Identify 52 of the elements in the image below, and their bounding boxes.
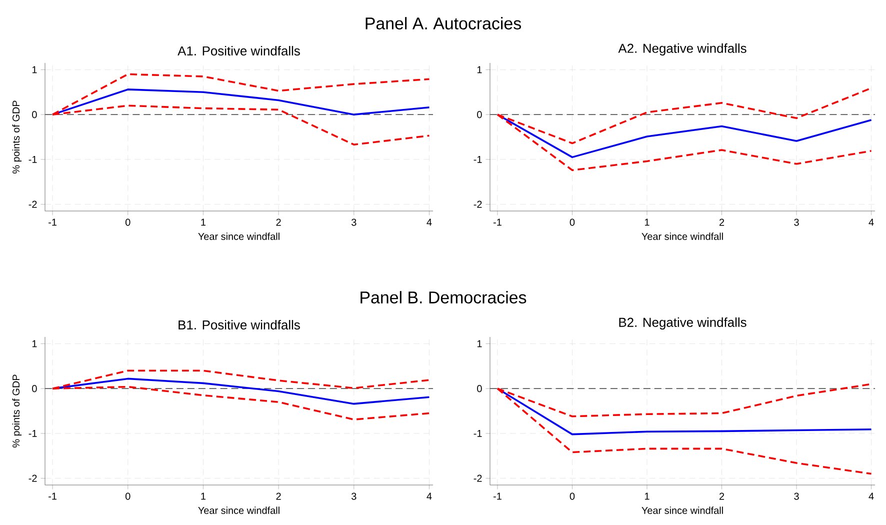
y-tick-label: -1 [474,156,482,163]
x-tick-label: 3 [794,492,799,500]
y-tick-label: 1 [32,66,37,74]
y-tick-label: -2 [28,200,37,208]
y-tick-label: -2 [474,200,482,208]
chart-title: B1. Positive windfalls [178,320,300,330]
chart-title: A2. Negative windfalls [618,43,746,56]
x-tick-label: 2 [719,492,724,500]
x-tick-label: 1 [644,218,650,226]
x-tick-label: 2 [719,218,724,226]
x-tick-label: 0 [125,218,130,226]
x-tick-label: -1 [48,492,56,500]
text: Panel B. Democracies [360,291,526,304]
x-tick-label: -1 [493,492,502,500]
x-tick-label: 0 [570,492,575,500]
y-axis-title: % points of GDP [12,374,22,448]
y-tick-label: 0 [477,111,482,118]
x-tick-label: -1 [48,218,56,226]
x-tick-label: 4 [868,492,874,500]
x-tick-label: 3 [352,218,356,226]
x-tick-label: 2 [276,218,281,226]
y-tick-label: -1 [28,156,37,163]
x-tick-label: 4 [426,218,432,226]
x-tick-label: 0 [125,492,130,500]
x-axis-title: Year since windfall [642,232,723,240]
y-tick-label: -1 [474,430,482,437]
y-tick-label: 0 [477,385,482,392]
y-tick-label: 0 [32,111,37,118]
x-tick-label: 2 [276,492,281,500]
x-tick-label: 0 [570,218,575,226]
x-tick-label: 1 [644,492,650,500]
y-tick-label: -2 [474,474,482,482]
y-tick-label: 0 [32,385,37,392]
y-tick-label: 1 [477,340,482,348]
x-tick-label: 4 [868,218,874,226]
text: Panel A. Autocracies [366,17,521,30]
y-tick-label: -1 [28,430,37,437]
y-tick-label: 1 [477,66,482,74]
y-axis-title: % points of GDP [12,100,22,174]
chart-title: A1. Positive windfalls [178,46,300,56]
x-axis-title: Year since windfall [642,506,723,514]
x-tick-label: -1 [493,218,502,226]
chart-title: B2. Negative windfalls [619,317,746,330]
x-tick-label: 4 [426,492,432,500]
x-axis-title: Year since windfall [198,232,280,240]
x-tick-label: 1 [201,218,206,226]
x-tick-label: 3 [794,218,799,226]
y-tick-label: 1 [32,340,37,348]
x-axis-title: Year since windfall [198,506,280,514]
x-tick-label: 3 [352,492,356,500]
x-tick-label: 1 [201,492,206,500]
y-tick-label: -2 [28,474,37,482]
